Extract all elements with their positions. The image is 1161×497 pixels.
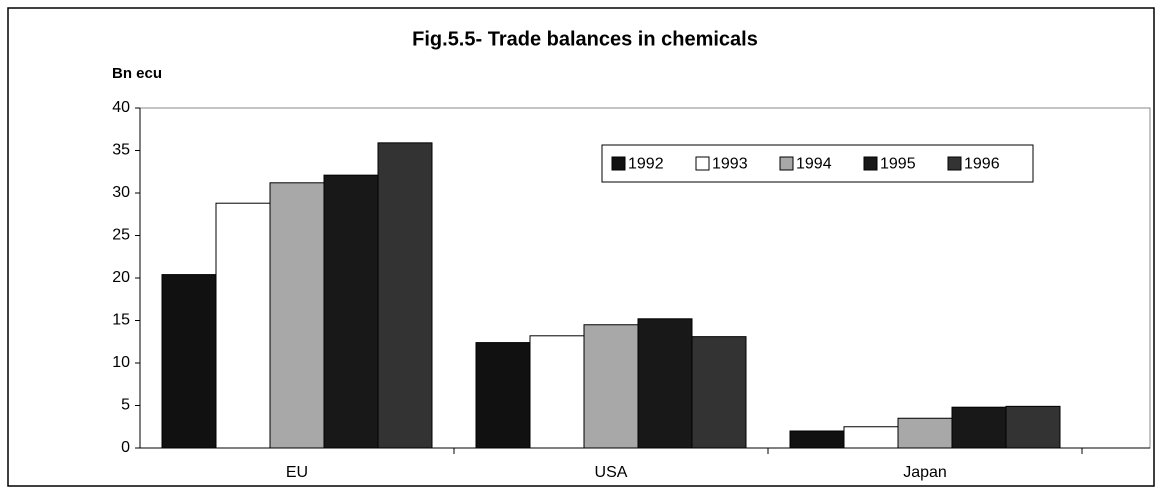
y-tick-label: 5 xyxy=(121,397,130,414)
bar xyxy=(951,406,1007,449)
y-tick-label: 10 xyxy=(112,354,130,371)
legend-label: 1996 xyxy=(964,156,1000,173)
bar xyxy=(583,324,639,449)
bar xyxy=(215,202,271,449)
bar xyxy=(529,335,585,449)
legend-label: 1995 xyxy=(880,156,916,173)
legend-label: 1992 xyxy=(628,156,664,173)
bar xyxy=(897,417,953,449)
chart-title: Fig.5.5- Trade balances in chemicals xyxy=(412,28,758,50)
y-tick-label: 15 xyxy=(112,312,130,329)
bar xyxy=(323,174,379,449)
bar xyxy=(789,430,845,449)
y-tick-label: 40 xyxy=(112,99,130,116)
x-tick-label: USA xyxy=(595,464,628,481)
legend-swatch xyxy=(947,156,962,171)
bar xyxy=(637,318,693,449)
bar xyxy=(1005,405,1061,449)
legend-swatch xyxy=(695,156,710,171)
bar xyxy=(475,342,531,449)
legend-swatch xyxy=(779,156,794,171)
legend-swatch xyxy=(863,156,878,171)
legend-label: 1993 xyxy=(712,156,748,173)
y-axis-label: Bn ecu xyxy=(112,65,162,82)
y-tick-label: 35 xyxy=(112,142,130,159)
bar xyxy=(377,142,433,449)
chart-frame xyxy=(7,7,1155,487)
bar xyxy=(843,426,899,449)
x-tick-label: Japan xyxy=(903,464,947,481)
y-tick-label: 0 xyxy=(121,439,130,456)
y-tick-label: 30 xyxy=(112,184,130,201)
legend-swatch xyxy=(611,156,626,171)
bar xyxy=(161,274,217,449)
legend-label: 1994 xyxy=(796,156,832,173)
bar xyxy=(269,182,325,449)
y-tick-label: 20 xyxy=(112,269,130,286)
x-tick-label: EU xyxy=(286,464,308,481)
bar xyxy=(691,336,747,449)
y-tick-label: 25 xyxy=(112,227,130,244)
